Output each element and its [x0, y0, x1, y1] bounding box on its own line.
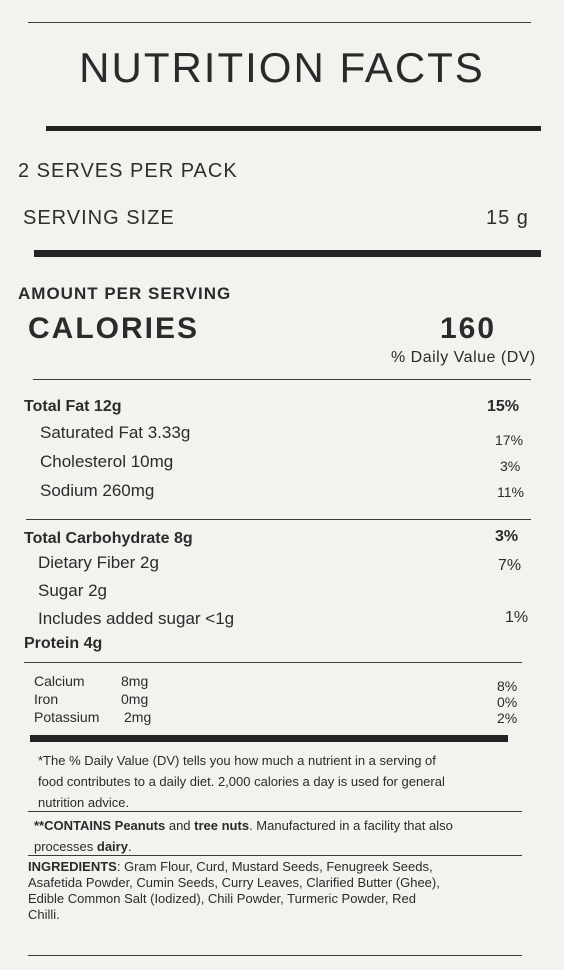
footnote-line-1: *The % Daily Value (DV) tells you how mu… [38, 753, 436, 768]
total-carb-dv: 3% [495, 528, 519, 545]
saturated-fat-dv: 17% [495, 432, 524, 448]
sodium-dv: 11% [497, 484, 524, 500]
added-sugar-dv: 1% [505, 609, 529, 626]
iron-name: Iron [34, 691, 59, 707]
bottom-divider [28, 955, 522, 956]
serving-divider [34, 250, 541, 257]
allergen-and: and [165, 818, 195, 833]
allergen-period: . [127, 839, 132, 854]
allergen-dairy: dairy [96, 839, 128, 854]
ingredients-block: INGREDIENTS: Gram Flour, Curd, Mustard S… [28, 859, 528, 923]
protein-divider [24, 662, 522, 663]
amount-per-serving: AMOUNT PER SERVING [18, 284, 232, 303]
calcium-name: Calcium [34, 673, 85, 689]
ingredients-label: INGREDIENTS [28, 859, 117, 874]
allergen-line-1: **CONTAINS Peanuts and tree nuts. Manufa… [34, 815, 526, 836]
ingredients-text-1: : Gram Flour, Curd, Mustard Seeds, Fenug… [116, 859, 433, 874]
serving-size-label: SERVING SIZE [23, 207, 175, 229]
potassium-amount: 2mg [124, 709, 152, 725]
allergen-line-2: processes dairy. [34, 836, 526, 857]
cholesterol-dv: 3% [500, 458, 521, 474]
ingredients-line-3: Edible Common Salt (Iodized), Chili Powd… [28, 891, 416, 906]
allergen-processes: processes [34, 839, 97, 854]
calories-divider [33, 379, 531, 380]
top-divider [28, 22, 531, 23]
ingredients-line-2: Asafetida Powder, Cumin Seeds, Curry Lea… [28, 875, 440, 890]
protein-label: Protein 4g [24, 635, 103, 652]
total-fat-label: Total Fat 12g [24, 398, 122, 415]
iron-amount: 0mg [121, 691, 149, 707]
title-underline [46, 126, 541, 131]
allergen-rest: . Manufactured in a facility that also [249, 818, 453, 833]
iron-dv: 0% [497, 694, 518, 710]
added-sugar-label: Includes added sugar <1g [38, 609, 235, 628]
total-fat-dv: 15% [487, 398, 520, 415]
ingredients-line-4: Chilli. [28, 907, 60, 922]
serving-size-value: 15 g [486, 207, 529, 229]
footnote-divider [28, 811, 522, 812]
allergen-tree-nuts: tree nuts [194, 818, 250, 833]
ingredients-line-1: INGREDIENTS: Gram Flour, Curd, Mustard S… [28, 859, 528, 875]
allergen-divider [28, 855, 522, 856]
allergen-contains: **CONTAINS Peanuts [34, 818, 166, 833]
fiber-label: Dietary Fiber 2g [38, 553, 159, 572]
saturated-fat-label: Saturated Fat 3.33g [40, 423, 191, 442]
footnote-line-2: food contributes to a daily diet. 2,000 … [38, 774, 445, 789]
total-carb-label: Total Carbohydrate 8g [24, 530, 193, 547]
page-title: NUTRITION FACTS [79, 44, 485, 91]
potassium-dv: 2% [497, 710, 518, 726]
minerals-divider [30, 735, 508, 742]
dv-footnote: *The % Daily Value (DV) tells you how mu… [38, 750, 528, 813]
calcium-dv: 8% [497, 678, 518, 694]
fat-divider [26, 519, 531, 520]
potassium-name: Potassium [34, 709, 100, 725]
allergen-statement: **CONTAINS Peanuts and tree nuts. Manufa… [34, 815, 526, 857]
fiber-dv: 7% [498, 557, 522, 574]
calcium-amount: 8mg [121, 673, 149, 689]
sodium-label: Sodium 260mg [40, 481, 155, 500]
calories-value: 160 [440, 312, 497, 345]
cholesterol-label: Cholesterol 10mg [40, 452, 174, 471]
sugar-label: Sugar 2g [38, 581, 107, 600]
daily-value-header: % Daily Value (DV) [391, 349, 536, 366]
footnote-line-3: nutrition advice. [38, 795, 130, 810]
serves-per-pack: 2 SERVES PER PACK [18, 160, 238, 182]
calories-label: CALORIES [28, 312, 200, 345]
